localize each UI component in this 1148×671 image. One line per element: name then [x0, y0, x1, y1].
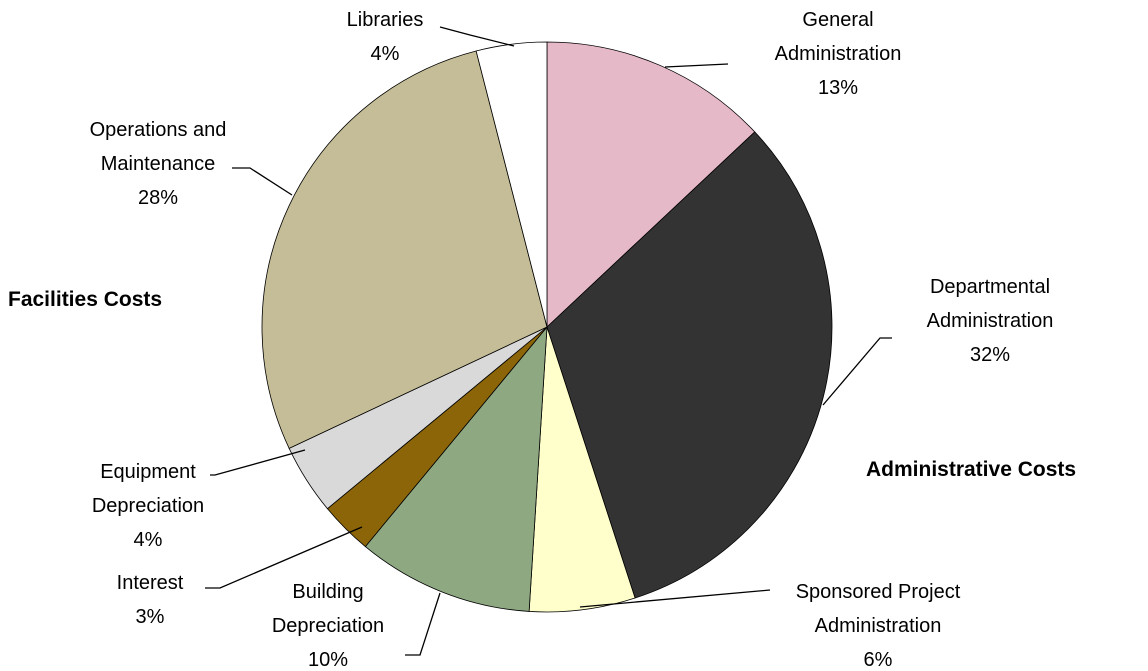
percent: 3% [135, 606, 165, 628]
pie-slice [546, 41, 756, 328]
slice-label: Departmental Administration 32% [900, 270, 1080, 372]
percent: 4% [370, 43, 400, 65]
category: Operations and Maintenance [89, 119, 227, 175]
leader-line [579, 589, 771, 608]
category: Departmental Administration [926, 276, 1054, 332]
annotation: Facilities Costs [8, 288, 163, 311]
slice-label: Libraries 4% [325, 3, 445, 71]
percent: 4% [133, 529, 163, 551]
leader-line [205, 526, 363, 589]
pie-slice [475, 41, 548, 328]
slice-label: Equipment Depreciation 4% [73, 455, 223, 557]
category: General Administration [774, 9, 902, 65]
percent: 32% [969, 344, 1011, 366]
leader-line [822, 337, 892, 406]
leader-line [405, 592, 441, 656]
pie-slice [261, 50, 548, 449]
leader-line [232, 167, 293, 196]
percent: 6% [863, 649, 893, 671]
pie-slice [364, 325, 548, 612]
slice-label: Interest 3% [90, 566, 210, 634]
slice-label: Building Depreciation 10% [253, 575, 403, 671]
category: Equipment Depreciation [91, 461, 205, 517]
leader-line [664, 63, 729, 68]
percent: 10% [307, 649, 349, 671]
annotation: Administrative Costs [866, 458, 1077, 481]
leader-line [210, 449, 306, 476]
category: Sponsored Project Administration [795, 581, 961, 637]
category: Libraries [346, 9, 424, 31]
leader-line [439, 26, 515, 47]
percent: 13% [817, 77, 859, 99]
pie-slice [546, 131, 833, 599]
slice-label: Sponsored Project Administration 6% [768, 575, 988, 671]
category: Building Depreciation [271, 581, 385, 637]
percent: 28% [137, 187, 179, 209]
slice-label: Operations and Maintenance 28% [63, 113, 253, 215]
category: Interest [116, 572, 184, 594]
slice-label: General Administration 13% [758, 3, 918, 105]
